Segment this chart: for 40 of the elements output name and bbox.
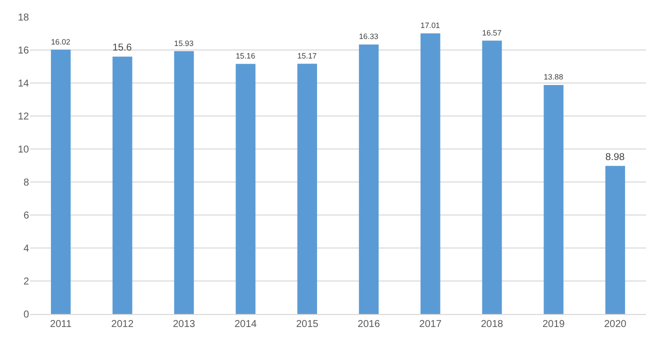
bar	[420, 33, 440, 314]
x-tick-label: 2020	[604, 319, 627, 330]
y-tick-label: 16	[18, 46, 30, 56]
x-tick-label: 2012	[111, 319, 134, 330]
bar	[358, 44, 379, 314]
data-label: 16.33	[358, 32, 378, 42]
bar	[112, 56, 132, 314]
y-tick-label: 18	[18, 12, 30, 24]
data-label: 15.17	[297, 51, 317, 60]
bar	[482, 40, 502, 314]
x-tick-label: 2018	[480, 319, 504, 330]
data-label: 13.88	[544, 72, 564, 82]
bar	[50, 50, 71, 314]
data-label: 15.6	[112, 42, 132, 54]
data-label: 17.01	[420, 21, 440, 30]
y-tick-label: 10	[18, 144, 30, 156]
bar	[297, 64, 318, 314]
x-tick-label: 2013	[172, 319, 196, 330]
bar	[236, 64, 256, 314]
y-tick-label: 4	[23, 244, 30, 254]
x-tick-label: 2017	[419, 319, 442, 330]
y-tick-label: 8	[23, 178, 30, 188]
bar	[605, 166, 626, 314]
x-tick-label: 2016	[358, 319, 380, 330]
bar	[544, 84, 564, 314]
y-tick-label: 6	[23, 210, 30, 222]
data-label: 15.93	[174, 38, 194, 48]
y-tick-label: 12	[18, 112, 30, 122]
data-label: 8.98	[605, 152, 626, 163]
x-tick-label: 2015	[296, 319, 319, 330]
data-label: 16.57	[482, 28, 502, 38]
y-tick-label: 0	[23, 310, 30, 320]
data-label: 15.16	[236, 52, 256, 61]
data-label: 16.02	[50, 37, 70, 46]
bar	[174, 51, 194, 314]
y-tick-label: 14	[18, 78, 30, 90]
x-tick-label: 2011	[50, 319, 72, 330]
x-tick-label: 2014	[234, 319, 258, 330]
y-tick-label: 2	[23, 276, 30, 288]
x-tick-label: 2019	[542, 319, 566, 330]
